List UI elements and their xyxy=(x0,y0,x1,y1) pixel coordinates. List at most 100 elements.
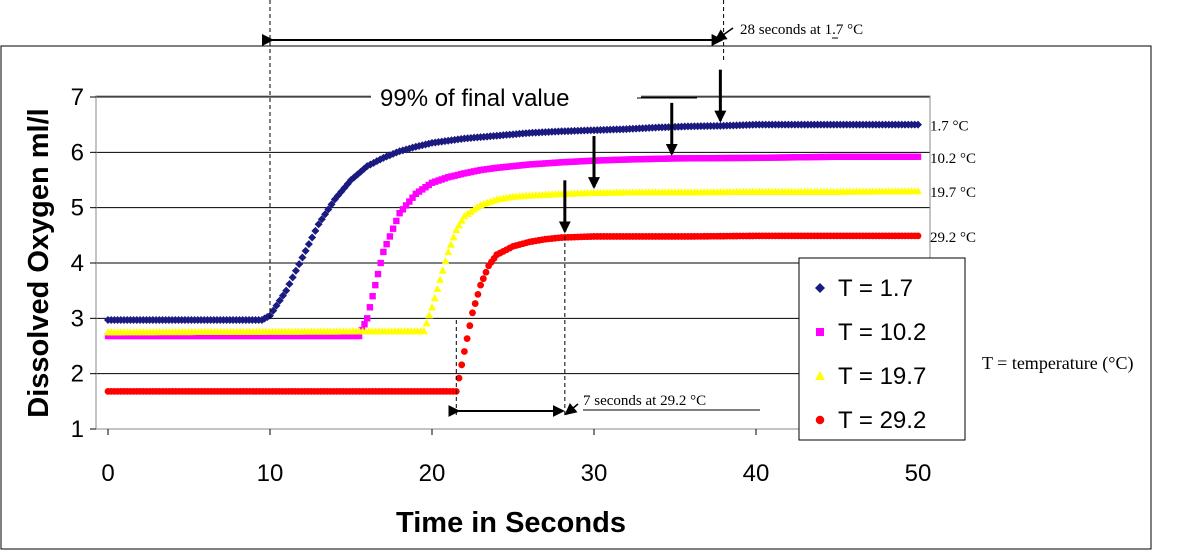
data-point xyxy=(120,332,128,340)
legend-marker xyxy=(815,415,825,425)
data-point xyxy=(503,163,510,171)
data-point xyxy=(480,166,488,173)
data-point xyxy=(535,160,543,168)
data-point xyxy=(281,332,289,340)
data-point xyxy=(252,332,260,340)
data-point xyxy=(914,187,922,195)
data-point xyxy=(542,160,549,167)
y-tick-label: 5 xyxy=(71,195,84,222)
data-point xyxy=(377,259,384,267)
data-point xyxy=(330,332,337,340)
data-point xyxy=(333,332,340,340)
data-point xyxy=(658,155,666,162)
data-point xyxy=(697,155,705,162)
data-point xyxy=(788,154,795,161)
data-point xyxy=(422,319,431,327)
data-point xyxy=(136,332,144,340)
data-point xyxy=(607,156,614,164)
data-point xyxy=(301,332,308,340)
data-point xyxy=(304,332,311,340)
data-point xyxy=(470,168,478,175)
data-point xyxy=(422,183,429,191)
y-tick-label: 1 xyxy=(71,416,84,443)
bottom-response-label-pointer xyxy=(564,402,579,416)
data-point xyxy=(393,217,400,225)
data-point xyxy=(291,266,300,275)
x-axis-ticks: 0 10 20 30 40 50 xyxy=(101,429,931,487)
data-point xyxy=(548,159,556,167)
data-point xyxy=(482,268,490,276)
data-point xyxy=(133,332,141,340)
x-tick-label: 40 xyxy=(743,460,770,487)
data-point xyxy=(402,202,410,209)
x-tick-label: 50 xyxy=(905,460,932,487)
data-point xyxy=(460,211,469,220)
data-point xyxy=(759,154,766,161)
data-point xyxy=(473,203,482,211)
data-point xyxy=(269,306,278,315)
data-point xyxy=(801,154,808,161)
data-point xyxy=(185,332,192,340)
data-point xyxy=(419,186,426,193)
data-point xyxy=(479,275,487,283)
data-point xyxy=(493,164,500,172)
data-point xyxy=(415,188,423,195)
data-point xyxy=(320,332,327,340)
data-point xyxy=(448,173,455,180)
data-point xyxy=(905,153,912,160)
annotations: 28 seconds at 1.7 °C 7 seconds at 29.2 °… xyxy=(262,0,1133,418)
data-point xyxy=(846,153,854,160)
data-point xyxy=(165,332,173,340)
data-point xyxy=(807,153,815,161)
data-point xyxy=(372,281,379,289)
data-point xyxy=(785,154,792,161)
data-point xyxy=(467,168,475,176)
series-end-label: 10.2 °C xyxy=(930,151,976,167)
data-point xyxy=(380,248,387,256)
data-point xyxy=(262,332,269,340)
data-point xyxy=(156,332,163,340)
data-point xyxy=(111,332,118,340)
x-tick-label: 30 xyxy=(581,460,608,487)
data-point xyxy=(288,273,297,282)
data-point xyxy=(153,332,160,340)
data-point xyxy=(496,164,504,171)
data-point xyxy=(182,332,189,340)
data-point xyxy=(463,209,472,217)
data-point xyxy=(355,332,363,340)
data-point xyxy=(597,157,604,164)
chart-frame xyxy=(0,45,1152,550)
data-point xyxy=(314,332,321,340)
data-point xyxy=(433,284,442,293)
data-point xyxy=(707,154,714,162)
data-point xyxy=(804,153,812,161)
data-point xyxy=(108,332,115,340)
series-3 xyxy=(104,187,922,336)
data-point xyxy=(600,157,607,164)
data-point xyxy=(265,332,273,340)
data-point xyxy=(623,156,630,163)
data-point xyxy=(762,154,769,161)
data-point xyxy=(452,225,461,233)
data-point xyxy=(474,290,482,298)
data-point xyxy=(500,163,507,171)
data-point xyxy=(879,153,886,160)
data-point xyxy=(227,332,234,340)
data-point xyxy=(477,281,484,289)
data-point xyxy=(668,155,675,162)
data-point xyxy=(474,167,481,174)
data-point xyxy=(172,332,179,340)
data-point xyxy=(446,240,455,248)
data-point xyxy=(194,332,202,340)
data-point xyxy=(435,177,442,184)
data-point xyxy=(425,311,434,319)
data-point xyxy=(461,348,468,355)
data-point xyxy=(875,153,883,160)
legend-marker xyxy=(815,371,825,380)
data-point xyxy=(445,174,452,181)
y-tick-label: 2 xyxy=(71,361,84,388)
data-point xyxy=(438,176,445,183)
data-point xyxy=(169,332,176,340)
data-point xyxy=(888,153,896,160)
data-point xyxy=(327,200,336,209)
